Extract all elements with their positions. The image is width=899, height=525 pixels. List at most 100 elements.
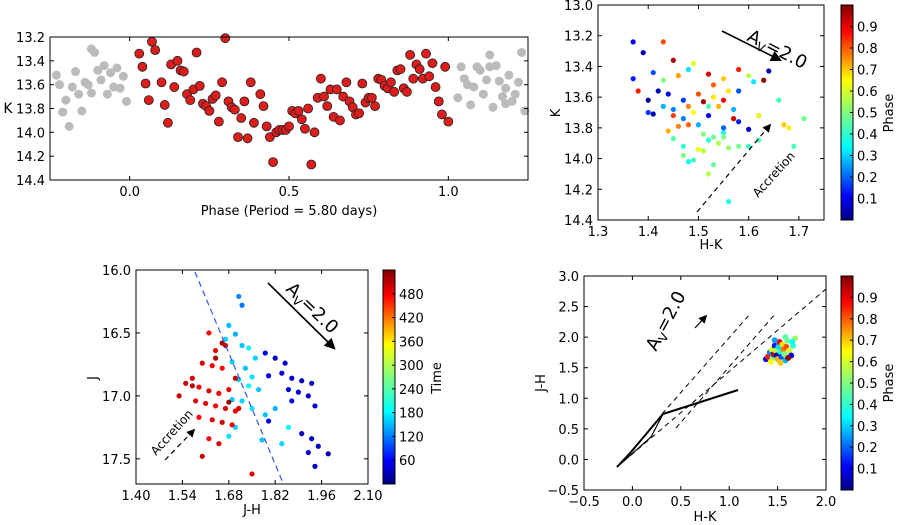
wrapped-point [74,89,84,99]
data-point [700,99,707,105]
x-tick-label: 1.82 [261,489,290,504]
data-point [284,121,294,132]
data-point [700,131,707,137]
data-point [229,359,235,365]
p4-av-annotation: AV=2.0 [642,288,692,356]
x-tick-label: 1.0 [719,495,740,510]
data-point [736,88,742,94]
data-point [226,386,232,393]
colorbar-tick-label: 120 [399,430,424,445]
data-point [731,116,737,122]
data-point [249,471,255,477]
data-point [285,386,292,393]
x-tick-label: 0.0 [119,185,140,200]
data-point [194,80,205,91]
x-tick-label: 0.5 [670,495,691,510]
p3-colorbar [382,269,396,485]
data-point [437,109,447,120]
data-point [226,322,232,328]
colorbar-tick-label: 0.5 [857,377,878,392]
data-point [150,45,161,56]
data-point [341,77,352,88]
data-point [781,351,788,358]
data-point [217,77,227,88]
data-point [246,383,252,389]
y-tick-label: 13.4 [564,60,593,75]
data-point [635,88,641,94]
data-point [443,116,454,127]
data-point [289,375,295,381]
data-point [700,148,707,154]
wrapped-point [121,96,131,106]
p3-colorbar-ticks: 60 120 180 240 300 360 420 480 [392,288,424,469]
data-point [395,64,406,75]
data-point [169,82,180,92]
y-tick-label: 14.0 [16,126,45,141]
colorbar-tick-label: 0.1 [857,463,878,478]
data-point [295,389,301,395]
y-tick-label: 16.0 [102,264,131,279]
wrapped-point [106,68,116,78]
data-point [193,398,199,404]
wrapped-point [517,47,527,57]
y-tick-label: −0.5 [547,484,579,499]
colorbar-tick-label: 0.4 [857,128,878,143]
data-point [705,103,712,109]
data-point [262,412,268,418]
x-tick-label: 1.0 [438,185,459,200]
colorbar-tick-label: 0.7 [857,334,878,349]
data-point [408,73,419,84]
data-point [300,123,310,134]
data-point [199,453,205,459]
x-tick-label: 1.4 [638,225,659,240]
p3-accretion-arrow [164,428,196,461]
data-point [185,95,196,106]
data-point [786,125,792,131]
wrapped-point [99,61,109,71]
colorbar-tick-label: 0.9 [857,21,878,36]
wrapped-point [55,80,65,90]
data-point [366,92,377,103]
data-point [720,125,727,131]
data-point [675,73,681,79]
data-point [690,109,697,116]
data-point [746,73,752,79]
data-point [309,380,315,386]
data-point [354,108,365,119]
p3-ylabel: J [86,376,101,381]
data-point [357,78,368,89]
j-vs-jh-panel: Accretion AV=2.0 1.40 1.54 1.68 1.82 1.96 2.1… [86,264,445,518]
p2-ylabel: K [549,108,564,117]
x-tick-label: 1.40 [122,489,151,504]
p4-xlabel: H-K [694,510,717,525]
data-point [134,48,145,59]
data-point [430,82,441,92]
data-point [660,77,666,83]
data-point [203,400,209,407]
data-point [680,143,686,149]
data-point [204,105,215,116]
wrapped-point [485,50,495,60]
wrapped-point [64,121,74,131]
data-point [272,355,278,361]
data-point [296,114,307,125]
data-point [389,86,400,97]
p2-av-annotation: AV=2.0 [743,26,811,76]
data-point [710,134,717,140]
data-point [309,127,320,138]
data-point [710,82,717,88]
p4-band-left [661,313,751,415]
data-point [685,122,692,128]
p4-locus-thick [616,389,739,468]
data-point [695,146,702,152]
colorbar-tick-label: 0.2 [857,441,878,456]
p4-locus-thin [616,413,664,468]
p2-colorbar-ticks: 0.1 0.2 0.3 0.4 0.5 0.6 0.7 0.8 0.9 [850,21,878,208]
data-point [212,355,219,361]
data-point [335,115,345,126]
data-point [229,422,235,428]
data-point [312,463,318,469]
colorbar-tick-label: 300 [399,359,424,374]
x-tick-label: 1.6 [738,225,759,240]
data-point [736,119,742,125]
